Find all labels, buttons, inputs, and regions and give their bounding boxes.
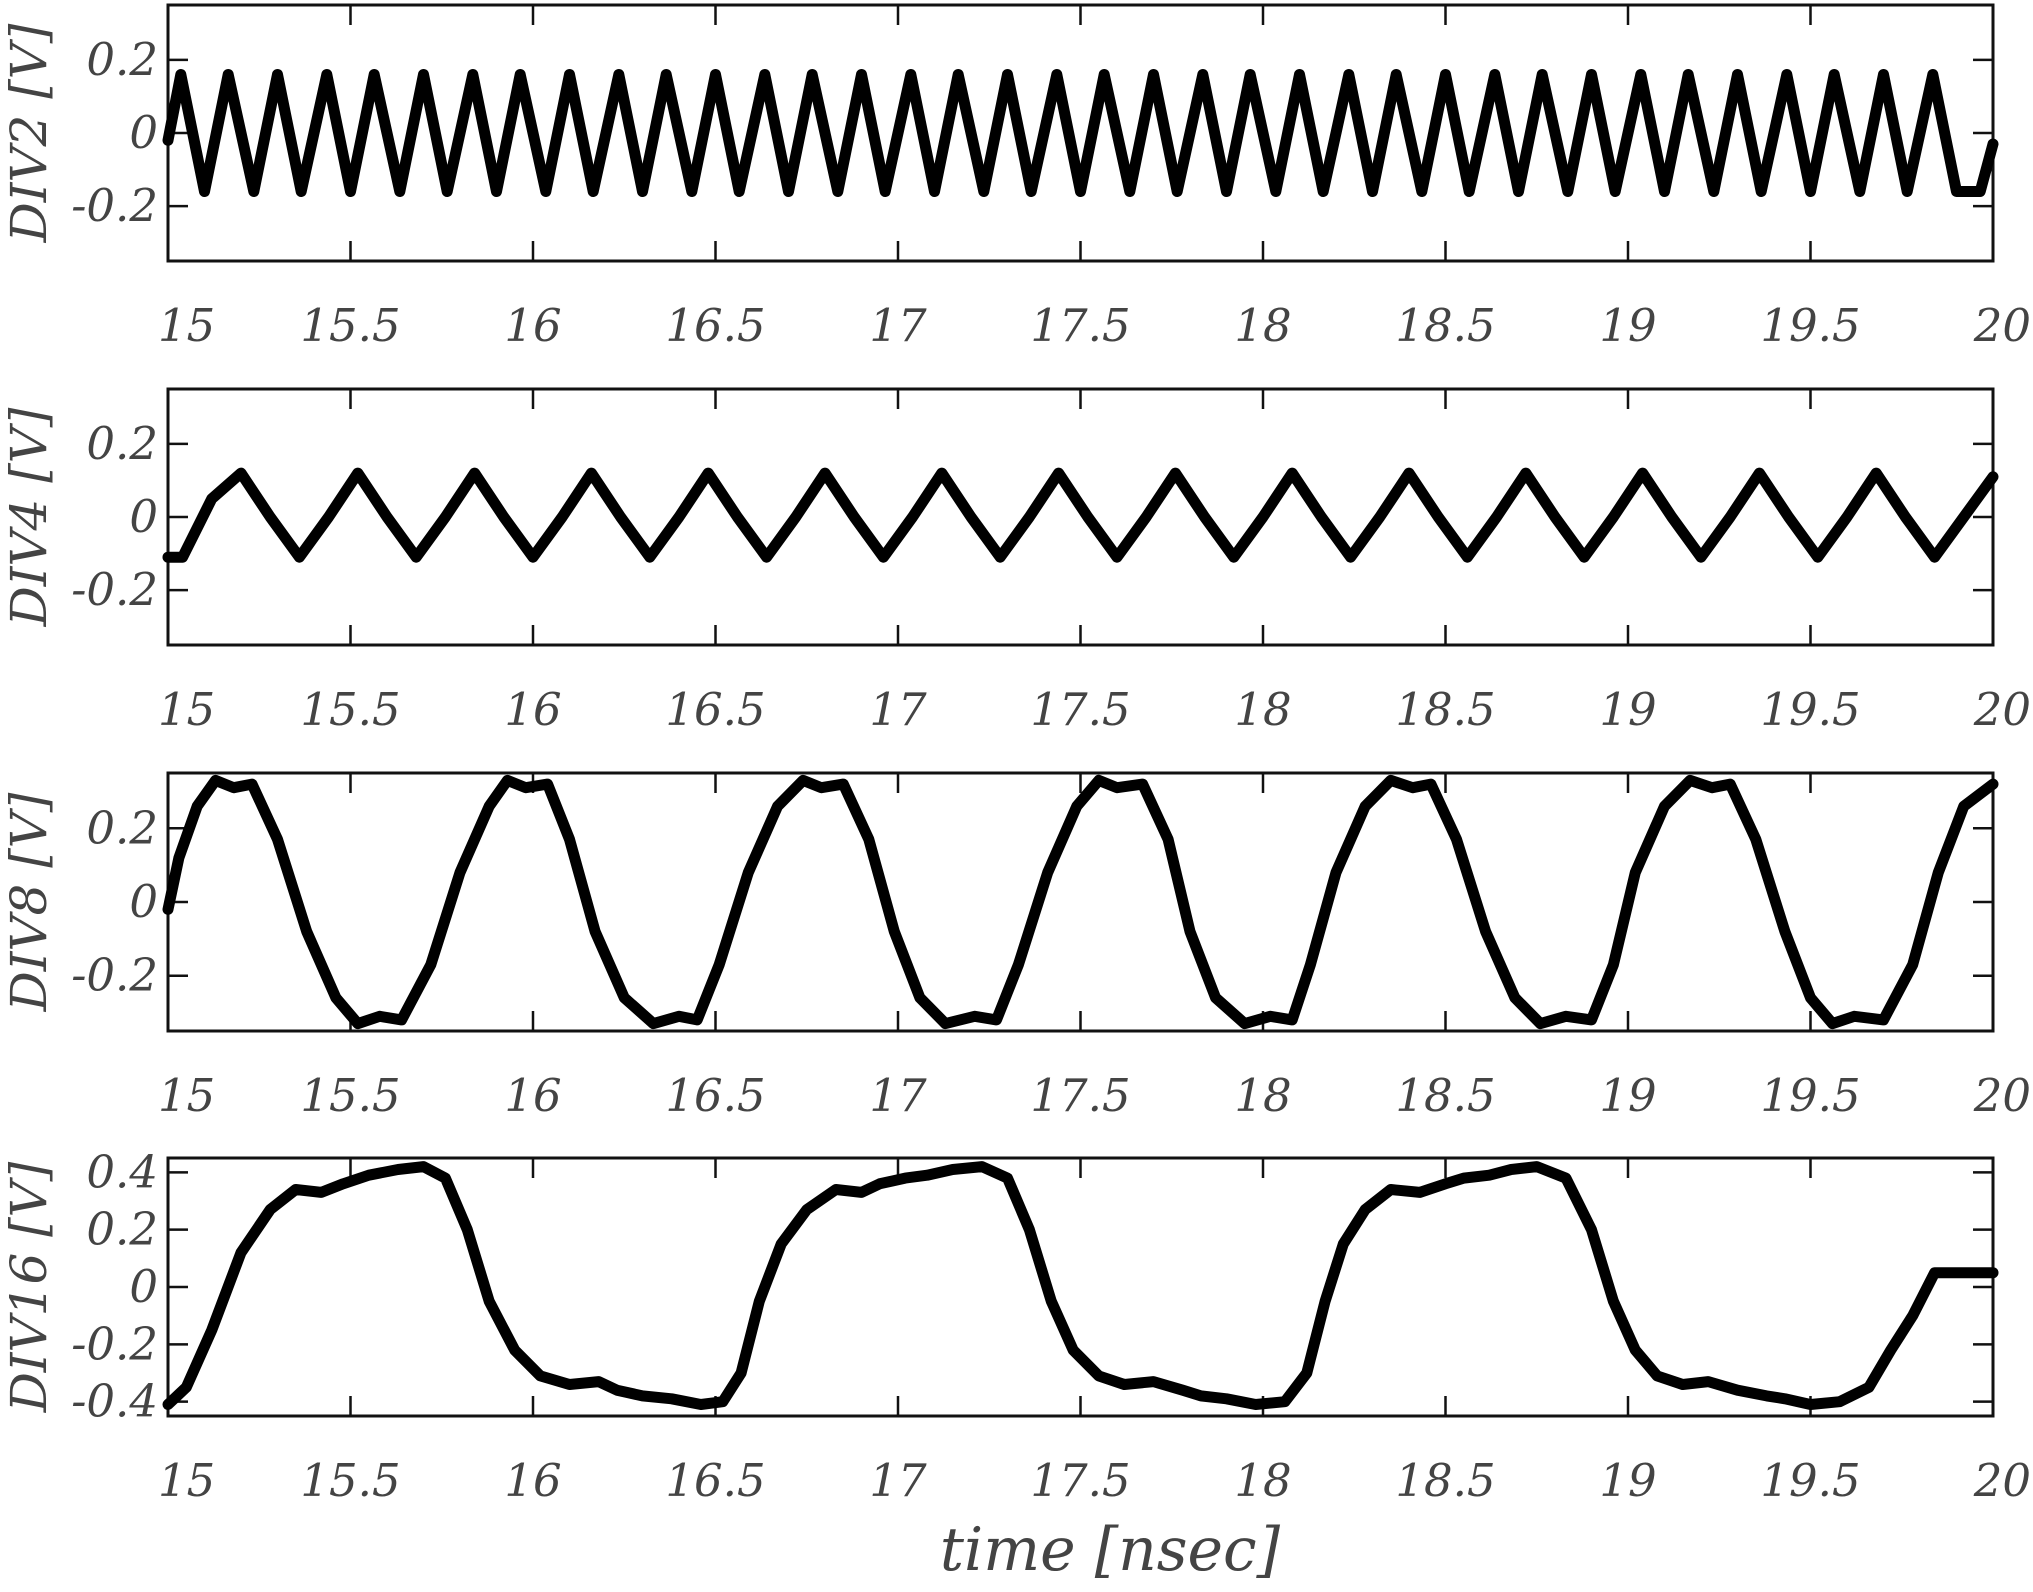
y-tick-label: 0.4	[86, 1145, 158, 1198]
x-tick-label: 16.5	[665, 299, 765, 352]
subplot-2: 15 15.5 16 16.5 17 17.5 18 18.5 19 19.5 20 -0.2 0 0.2…	[0, 387, 2031, 736]
y-tick-label: 0.2	[86, 417, 158, 470]
x-tick-label: 15.5	[300, 1454, 400, 1507]
x-tick-label: 15.5	[300, 299, 400, 352]
x-tick-label: 19	[1599, 1454, 1656, 1507]
x-tick-label: 18.5	[1395, 1069, 1495, 1122]
axes-frame	[166, 1156, 1995, 1418]
y-axis-label: DIV2 [V]	[0, 23, 58, 243]
x-tick-label: 17.5	[1030, 683, 1130, 736]
x-axis-title: time [nsec]	[940, 1515, 1281, 1585]
x-tick-label: 20	[1973, 1069, 2031, 1122]
x-tick-label: 17.5	[1030, 1069, 1130, 1122]
subplot-1: 15 15.5 16 16.5 17 17.5 18 18.5 19 19.5 20 -0.2 0 0.2…	[0, 3, 2031, 352]
x-tick-label: 17	[869, 683, 927, 736]
y-axis-label: DIV16 [V]	[0, 1161, 58, 1413]
panels: 15 15.5 16 16.5 17 17.5 18 18.5 19 19.5 20-0.200.2…	[0, 3, 2031, 1507]
series-line	[162, 467, 1999, 563]
y-tick-label: 0	[129, 1260, 158, 1313]
x-tick-label: 19.5	[1760, 683, 1860, 736]
x-tick-label: 16.5	[665, 683, 765, 736]
x-tick-label: 15	[158, 299, 215, 352]
x-tick-label: 17	[869, 1069, 927, 1122]
x-tick-label: 17.5	[1030, 1454, 1130, 1507]
y-tick-label: -0.2	[71, 1317, 158, 1370]
x-tick-label: 15.5	[300, 1069, 400, 1122]
x-tick-label: 16	[504, 299, 561, 352]
y-tick-label: -0.2	[71, 563, 158, 616]
x-tick-label: 15	[158, 1069, 215, 1122]
x-tick-label: 19	[1599, 683, 1656, 736]
y-tick-label: 0.2	[86, 33, 158, 86]
series-line	[162, 774, 1999, 1030]
x-tick-label: 15.5	[300, 683, 400, 736]
x-tick-label: 17	[869, 1454, 927, 1507]
y-tick-label: 0.2	[86, 1203, 158, 1256]
x-tick-label: 17	[869, 299, 927, 352]
x-tick-label: 17.5	[1030, 299, 1130, 352]
x-tick-label: 18	[1234, 683, 1291, 736]
series-line	[162, 1161, 1999, 1410]
x-tick-label: 18	[1234, 1454, 1291, 1507]
x-tick-label: 19	[1599, 299, 1656, 352]
y-tick-label: 0	[129, 875, 158, 928]
x-tick-label: 18	[1234, 299, 1291, 352]
y-tick-label: -0.2	[71, 179, 158, 232]
x-tick-label: 18.5	[1395, 1454, 1495, 1507]
x-tick-label: 16.5	[665, 1069, 765, 1122]
x-tick-label: 20	[1973, 683, 2031, 736]
series-line	[162, 69, 1999, 197]
axes-frame	[166, 771, 1995, 1033]
y-tick-label: 0	[129, 106, 158, 159]
x-tick-label: 16	[504, 1069, 561, 1122]
x-tick-label: 19.5	[1760, 1069, 1860, 1122]
y-tick-label: -0.2	[71, 949, 158, 1002]
y-axis-label: DIV4 [V]	[0, 407, 58, 627]
x-tick-label: 15	[158, 683, 215, 736]
x-tick-label: 15	[158, 1454, 215, 1507]
subplot-3: 15 15.5 16 16.5 17 17.5 18 18.5 19 19.5 20 -0.2 0 0.2…	[0, 771, 2031, 1122]
y-axis-label: DIV8 [V]	[0, 792, 58, 1012]
y-tick-label: -0.4	[71, 1375, 158, 1428]
y-tick-label: 0	[129, 490, 158, 543]
x-tick-label: 16.5	[665, 1454, 765, 1507]
subplot-4: 15 15.5 16 16.5 17 17.5 18 18.5 19 19.5 20 -0.4-0.2…	[0, 1145, 2031, 1507]
x-tick-label: 20	[1973, 1454, 2031, 1507]
x-tick-label: 20	[1973, 299, 2031, 352]
x-tick-label: 19.5	[1760, 1454, 1860, 1507]
x-tick-label: 19.5	[1760, 299, 1860, 352]
x-tick-label: 18.5	[1395, 299, 1495, 352]
y-tick-label: 0.2	[86, 801, 158, 854]
axes-frame	[166, 3, 1995, 263]
x-tick-label: 18.5	[1395, 683, 1495, 736]
x-tick-label: 16	[504, 683, 561, 736]
x-tick-label: 19	[1599, 1069, 1656, 1122]
x-tick-label: 16	[504, 1454, 561, 1507]
x-tick-label: 18	[1234, 1069, 1291, 1122]
